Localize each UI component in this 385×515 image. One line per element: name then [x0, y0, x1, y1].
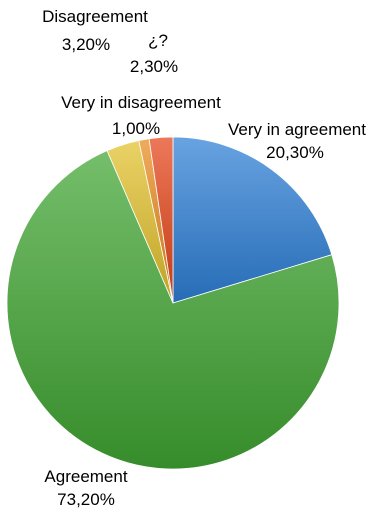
pie-labels: Very in agreement 20,30% Agreement 73,20% Di…: [42, 7, 366, 509]
pie-slices: [6, 136, 340, 470]
slice-value-disagreement: 3,20%: [62, 35, 110, 54]
slice-label-agreement: Agreement: [44, 467, 127, 486]
slice-value-unknown: 2,30%: [130, 57, 178, 76]
slice-label-very-in-disagreement: Very in disagreement: [61, 93, 221, 112]
slice-value-very-in-disagreement: 1,00%: [112, 119, 160, 138]
slice-value-agreement: 73,20%: [57, 490, 115, 509]
slice-label-very-in-agreement: Very in agreement: [228, 120, 366, 139]
pie-slice-agreement: [6, 150, 340, 470]
pie-slice-: [148, 136, 174, 304]
slice-value-very-in-agreement: 20,30%: [266, 143, 324, 162]
pie-slice-very-in-agreement: [172, 136, 333, 304]
slice-label-unknown: ¿?: [148, 31, 168, 50]
slice-label-disagreement: Disagreement: [42, 7, 148, 26]
